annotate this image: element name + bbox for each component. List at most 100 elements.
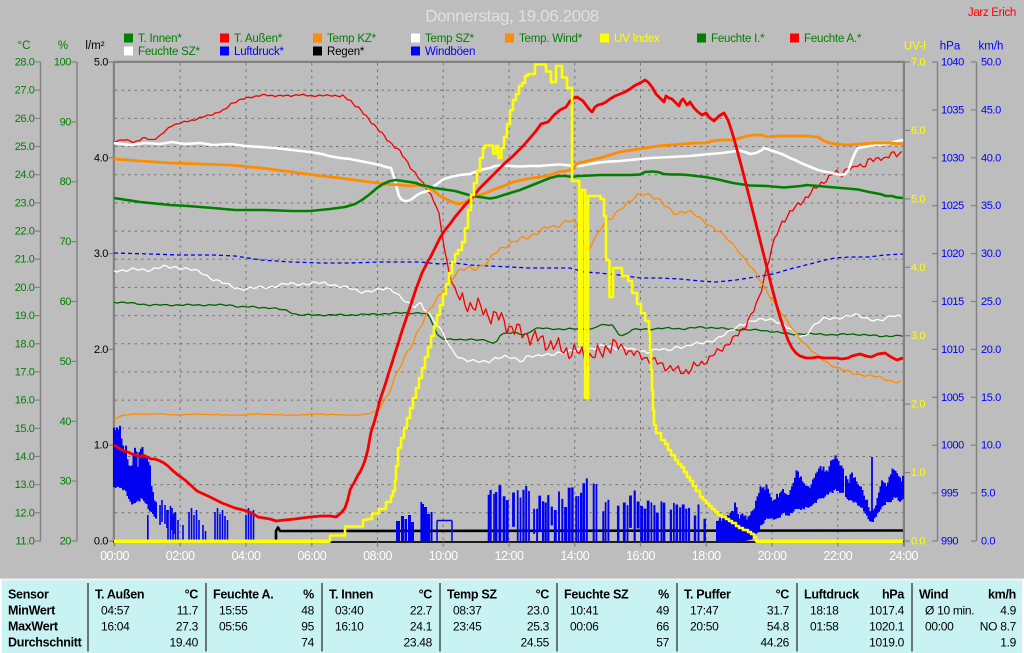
svg-text:74: 74 <box>301 636 314 650</box>
svg-text:70: 70 <box>60 236 72 248</box>
svg-text:10:00: 10:00 <box>429 549 458 563</box>
svg-text:Feuchte SZ: Feuchte SZ <box>564 588 629 602</box>
svg-text:20:50: 20:50 <box>690 620 719 634</box>
svg-text:%: % <box>303 588 314 602</box>
svg-text:19.40: 19.40 <box>169 636 198 650</box>
svg-text:13.0: 13.0 <box>15 479 35 491</box>
svg-text:1017.4: 1017.4 <box>869 604 905 618</box>
svg-text:1025: 1025 <box>941 200 964 212</box>
svg-text:5.0: 5.0 <box>981 488 995 500</box>
svg-text:7.0: 7.0 <box>911 57 925 69</box>
svg-text:04:00: 04:00 <box>232 549 261 563</box>
svg-text:10.0: 10.0 <box>981 440 1001 452</box>
svg-text:28.0: 28.0 <box>15 57 35 69</box>
svg-text:%: % <box>58 40 68 52</box>
svg-text:50.0: 50.0 <box>981 57 1001 69</box>
svg-text:°C: °C <box>185 588 199 602</box>
svg-text:UV-I: UV-I <box>904 41 926 53</box>
svg-text:Windböen: Windböen <box>425 46 475 58</box>
svg-text:04:57: 04:57 <box>101 604 130 618</box>
svg-text:24.0: 24.0 <box>15 169 35 181</box>
svg-text:Temp KZ*: Temp KZ* <box>327 33 377 45</box>
svg-text:18:18: 18:18 <box>810 604 839 618</box>
svg-text:T. Außen: T. Außen <box>95 588 144 602</box>
svg-text:Temp SZ*: Temp SZ* <box>425 33 475 45</box>
svg-text:NO 8.7: NO 8.7 <box>980 620 1017 634</box>
svg-text:°C: °C <box>419 588 433 602</box>
svg-text:08:37: 08:37 <box>453 604 482 618</box>
svg-text:27.0: 27.0 <box>15 85 35 97</box>
svg-text:16.0: 16.0 <box>15 395 35 407</box>
svg-text:1035: 1035 <box>941 104 964 116</box>
svg-text:54.8: 54.8 <box>767 620 790 634</box>
svg-text:16:00: 16:00 <box>626 549 655 563</box>
svg-text:6.0: 6.0 <box>911 125 925 137</box>
svg-text:Temp. Wind*: Temp. Wind* <box>519 33 583 45</box>
svg-text:°C: °C <box>18 40 31 52</box>
svg-text:1005: 1005 <box>941 392 964 404</box>
svg-text:20: 20 <box>60 536 72 548</box>
svg-text:30.0: 30.0 <box>981 248 1001 260</box>
svg-text:1010: 1010 <box>941 344 964 356</box>
svg-text:km/h: km/h <box>988 588 1016 602</box>
svg-text:2.0: 2.0 <box>94 344 108 356</box>
svg-text:00:06: 00:06 <box>570 620 599 634</box>
svg-text:3.0: 3.0 <box>911 330 925 342</box>
svg-text:990: 990 <box>941 536 958 548</box>
svg-text:1020: 1020 <box>941 248 964 260</box>
svg-text:25.0: 25.0 <box>981 296 1001 308</box>
svg-text:T. Innen: T. Innen <box>329 588 373 602</box>
svg-text:23:45: 23:45 <box>453 620 482 634</box>
svg-text:1030: 1030 <box>941 152 964 164</box>
svg-text:1000: 1000 <box>941 440 964 452</box>
svg-text:23.0: 23.0 <box>527 604 550 618</box>
svg-text:995: 995 <box>941 488 958 500</box>
svg-text:02:00: 02:00 <box>166 549 195 563</box>
svg-text:00:00: 00:00 <box>925 620 954 634</box>
svg-text:5.0: 5.0 <box>94 57 108 69</box>
svg-text:16:04: 16:04 <box>101 620 130 634</box>
svg-text:23.0: 23.0 <box>15 197 35 209</box>
svg-text:18.0: 18.0 <box>15 338 35 350</box>
svg-text:25.3: 25.3 <box>527 620 550 634</box>
svg-text:01:58: 01:58 <box>810 620 839 634</box>
svg-text:03:40: 03:40 <box>335 604 364 618</box>
svg-text:23.48: 23.48 <box>403 636 432 650</box>
svg-text:MinWert: MinWert <box>8 604 56 618</box>
svg-text:1040: 1040 <box>941 57 964 69</box>
svg-text:Jarz Erich: Jarz Erich <box>968 7 1016 19</box>
svg-text:0.0: 0.0 <box>981 536 995 548</box>
svg-text:17.0: 17.0 <box>15 366 35 378</box>
svg-text:Feuchte A.: Feuchte A. <box>213 588 273 602</box>
svg-text:Feuchte A.*: Feuchte A.* <box>804 33 862 45</box>
svg-text:31.7: 31.7 <box>767 604 790 618</box>
svg-text:20.0: 20.0 <box>981 344 1001 356</box>
svg-text:49: 49 <box>656 604 669 618</box>
svg-text:hPa: hPa <box>940 41 961 53</box>
svg-text:95: 95 <box>301 620 314 634</box>
svg-text:25.0: 25.0 <box>15 141 35 153</box>
svg-text:°C: °C <box>776 588 790 602</box>
svg-text:24.1: 24.1 <box>410 620 433 634</box>
svg-text:2.0: 2.0 <box>911 399 925 411</box>
svg-text:48: 48 <box>301 604 314 618</box>
svg-text:MaxWert: MaxWert <box>8 620 59 634</box>
svg-text:Temp SZ: Temp SZ <box>447 588 497 602</box>
svg-text:20:00: 20:00 <box>758 549 787 563</box>
svg-text:24.55: 24.55 <box>520 636 549 650</box>
svg-text:Feuchte I.*: Feuchte I.* <box>711 33 765 45</box>
svg-text:40.0: 40.0 <box>981 152 1001 164</box>
svg-text:11.7: 11.7 <box>177 604 199 618</box>
svg-text:66: 66 <box>656 620 669 634</box>
svg-text:Regen*: Regen* <box>327 46 365 58</box>
svg-text:Wind: Wind <box>919 588 948 602</box>
svg-text:35.0: 35.0 <box>981 200 1001 212</box>
svg-text:50: 50 <box>60 356 72 368</box>
svg-text:%: % <box>658 588 669 602</box>
svg-text:24:00: 24:00 <box>889 549 918 563</box>
svg-text:26.0: 26.0 <box>15 113 35 125</box>
svg-text:22.7: 22.7 <box>410 604 433 618</box>
svg-text:T. Innen*: T. Innen* <box>138 33 182 45</box>
svg-text:60: 60 <box>60 296 72 308</box>
svg-text:22.0: 22.0 <box>15 226 35 238</box>
